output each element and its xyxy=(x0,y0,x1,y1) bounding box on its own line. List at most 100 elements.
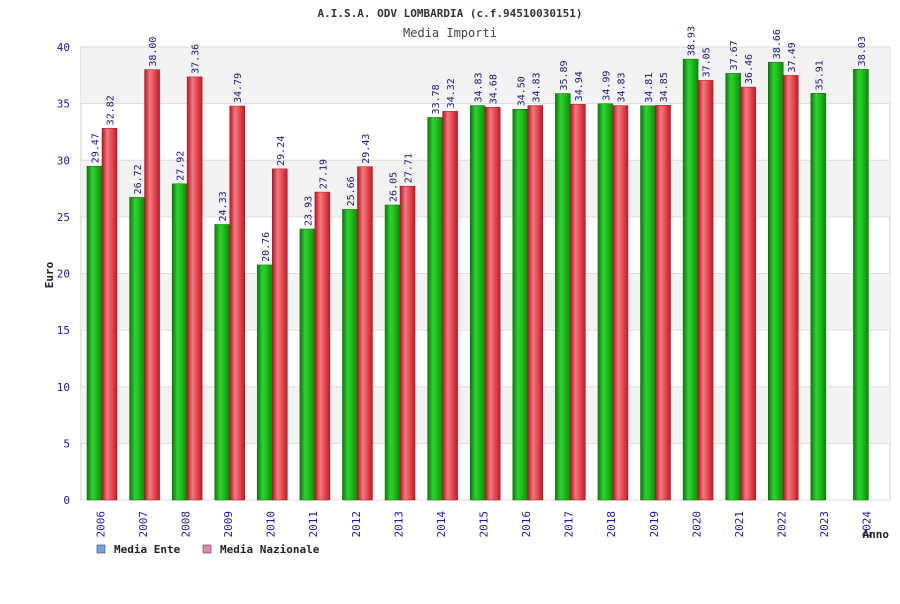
bar-media-ente-2024 xyxy=(853,69,869,501)
value-label: 34.81 xyxy=(644,73,655,103)
chart-subtitle: Media Importi xyxy=(403,26,497,40)
bar-media-nazionale-2015 xyxy=(484,106,501,501)
bar-media-nazionale-2010 xyxy=(272,168,288,501)
value-label: 34.85 xyxy=(659,72,670,102)
x-tick-label: 2020 xyxy=(690,511,703,538)
value-label: 29.47 xyxy=(91,133,102,163)
bar-media-nazionale-2009 xyxy=(229,105,245,501)
bar-media-nazionale-2016 xyxy=(527,105,544,501)
value-label: 26.05 xyxy=(389,172,400,202)
legend-label: Media Nazionale xyxy=(220,543,320,556)
y-tick-label: 40 xyxy=(57,41,70,54)
bar-media-ente-2010 xyxy=(257,264,273,501)
x-tick-label: 2019 xyxy=(648,511,661,538)
value-label: 37.05 xyxy=(702,47,713,77)
value-label: 34.79 xyxy=(233,73,244,103)
value-label: 35.91 xyxy=(814,60,825,90)
x-tick-label: 2018 xyxy=(605,511,618,538)
x-tick-label: 2022 xyxy=(776,511,789,538)
value-label: 34.68 xyxy=(489,74,500,104)
y-axis-label: Euro xyxy=(43,261,56,288)
bar-media-nazionale-2014 xyxy=(442,111,458,501)
x-tick-label: 2023 xyxy=(818,511,831,538)
x-tick-label: 2006 xyxy=(94,511,107,538)
x-tick-label: 2014 xyxy=(435,511,448,538)
bar-media-ente-2007 xyxy=(129,197,145,501)
value-label: 25.66 xyxy=(346,176,357,206)
x-tick-label: 2009 xyxy=(222,511,235,538)
bar-media-ente-2006 xyxy=(86,166,103,501)
bar-media-ente-2021 xyxy=(725,73,741,501)
value-label: 38.03 xyxy=(857,36,868,66)
value-label: 20.76 xyxy=(261,232,272,262)
y-tick-label: 10 xyxy=(57,381,70,394)
value-label: 34.99 xyxy=(601,71,612,101)
x-tick-label: 2024 xyxy=(861,511,874,538)
y-tick-label: 30 xyxy=(57,154,70,167)
value-label: 37.36 xyxy=(191,44,202,74)
x-axis-label: Anno xyxy=(863,528,890,541)
bar-media-ente-2017 xyxy=(555,93,571,501)
y-tick-label: 5 xyxy=(63,437,70,450)
value-label: 37.67 xyxy=(729,40,740,70)
x-tick-label: 2012 xyxy=(350,511,363,538)
bar-media-nazionale-2021 xyxy=(740,86,756,501)
legend-swatch xyxy=(96,544,106,554)
value-labels-group: 29.47 26.72 27.92 24.33 20.76 23.93 25.66 26.05… xyxy=(91,26,868,262)
x-tick-label: 2007 xyxy=(137,511,150,538)
x-tick-label: 2021 xyxy=(733,511,746,538)
value-label: 29.43 xyxy=(361,134,372,164)
chart-title: A.I.S.A. ODV LOMBARDIA (c.f.94510030151) xyxy=(318,7,583,20)
value-label: 34.83 xyxy=(616,72,627,102)
x-axis-ticks: 2006 2007 2008 2009 2010 2011 2012 2013 2014 2015… xyxy=(94,511,873,538)
bar-media-nazionale-2011 xyxy=(314,191,331,501)
bar-media-ente-2023 xyxy=(810,93,827,501)
value-label: 34.32 xyxy=(446,78,457,108)
value-label: 34.83 xyxy=(531,72,542,102)
bar-media-nazionale-2008 xyxy=(186,76,203,501)
y-tick-label: 0 xyxy=(63,494,70,507)
value-label: 33.78 xyxy=(431,84,442,114)
y-tick-label: 15 xyxy=(57,324,70,337)
legend: Media Ente Media Nazionale xyxy=(96,543,320,556)
value-label: 36.46 xyxy=(744,54,755,84)
x-tick-label: 2008 xyxy=(179,511,192,538)
x-tick-label: 2013 xyxy=(392,511,405,538)
bar-media-nazionale-2007 xyxy=(144,69,160,501)
x-tick-label: 2017 xyxy=(563,511,576,538)
value-label: 35.89 xyxy=(559,60,570,90)
value-label: 34.83 xyxy=(474,72,485,102)
bar-media-ente-2022 xyxy=(768,61,784,501)
legend-swatch xyxy=(202,544,212,554)
value-label: 26.72 xyxy=(133,164,144,194)
bar-media-ente-2018 xyxy=(597,103,614,501)
y-tick-label: 35 xyxy=(57,98,70,111)
bar-media-nazionale-2018 xyxy=(612,105,629,501)
bar-media-ente-2015 xyxy=(469,105,486,501)
value-label: 24.33 xyxy=(218,191,229,221)
value-label: 38.66 xyxy=(772,29,783,59)
value-label: 23.93 xyxy=(303,196,314,226)
y-axis-ticks: 0 5 10 15 20 25 30 35 40 xyxy=(57,41,70,507)
bar-media-nazionale-2017 xyxy=(570,104,586,501)
x-tick-label: 2010 xyxy=(265,511,278,538)
bar-media-nazionale-2012 xyxy=(357,166,373,501)
bar-media-ente-2019 xyxy=(640,105,656,501)
bar-media-ente-2011 xyxy=(299,228,316,501)
value-label: 37.49 xyxy=(787,42,798,72)
y-tick-label: 25 xyxy=(57,211,70,224)
value-label: 38.93 xyxy=(687,26,698,56)
bar-media-ente-2014 xyxy=(427,117,443,501)
value-label: 32.82 xyxy=(106,95,117,125)
x-tick-label: 2011 xyxy=(307,511,320,538)
bar-media-ente-2008 xyxy=(171,183,188,501)
bar-media-nazionale-2019 xyxy=(655,105,671,501)
bar-media-nazionale-2006 xyxy=(101,128,118,501)
y-tick-label: 20 xyxy=(57,268,70,281)
value-label: 29.24 xyxy=(276,136,287,166)
value-label: 34.50 xyxy=(516,76,527,106)
value-label: 34.94 xyxy=(574,71,585,101)
legend-label: Media Ente xyxy=(114,543,181,556)
